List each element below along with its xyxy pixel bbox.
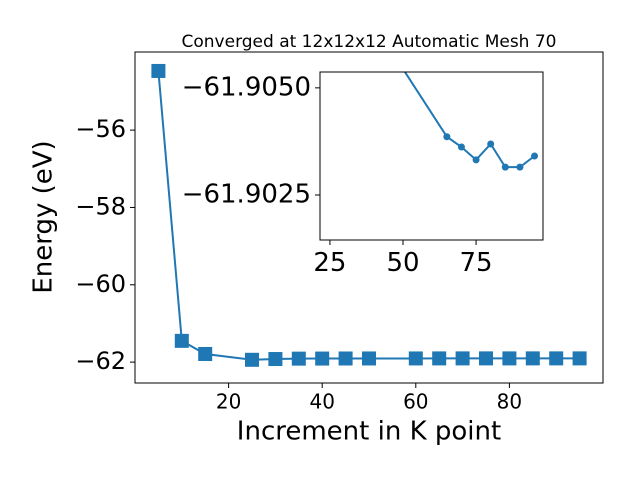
y-tick-label: −62 xyxy=(75,347,126,375)
x-tick-label: 40 xyxy=(309,390,334,414)
marker xyxy=(245,352,259,367)
marker xyxy=(479,351,493,366)
marker xyxy=(443,133,451,141)
x-tick-label: 20 xyxy=(216,390,241,414)
y-tick-label: −60 xyxy=(75,270,126,298)
marker xyxy=(457,143,465,151)
marker xyxy=(174,333,189,348)
plot-area xyxy=(151,63,587,367)
x-tick-label: 25 xyxy=(313,248,346,278)
marker xyxy=(487,140,495,148)
plot-frame xyxy=(134,51,604,384)
marker xyxy=(525,351,540,366)
plot-area xyxy=(401,72,539,171)
marker xyxy=(315,351,330,366)
marker xyxy=(362,351,376,366)
marker xyxy=(455,351,470,366)
chart-title: Converged at 12x12x12 Automatic Mesh 70 xyxy=(182,32,557,52)
marker xyxy=(151,63,166,78)
plot-frame xyxy=(319,71,544,241)
marker xyxy=(516,163,524,171)
x-tick-label: 50 xyxy=(386,248,419,278)
marker xyxy=(338,351,353,366)
marker xyxy=(291,351,306,366)
x-tick-label: 80 xyxy=(497,390,522,414)
marker xyxy=(472,156,480,164)
x-axis-label: Increment in K point xyxy=(237,417,501,447)
plot-background xyxy=(320,72,543,240)
y-tick-label: −61.9025 xyxy=(182,180,311,210)
marker xyxy=(408,351,423,366)
x-tick-label: 60 xyxy=(403,390,428,414)
marker xyxy=(549,351,564,366)
marker xyxy=(501,163,509,171)
marker xyxy=(198,346,213,361)
marker xyxy=(432,351,447,366)
y-tick-label: −61.9050 xyxy=(182,72,311,102)
marker xyxy=(268,352,283,367)
y-axis-label: Energy (eV) xyxy=(29,140,59,293)
marker xyxy=(502,351,517,366)
marker xyxy=(531,152,539,160)
x-tick-label: 75 xyxy=(460,248,493,278)
marker xyxy=(572,351,587,366)
y-tick-label: −58 xyxy=(75,192,126,220)
y-tick-label: −56 xyxy=(75,115,126,143)
